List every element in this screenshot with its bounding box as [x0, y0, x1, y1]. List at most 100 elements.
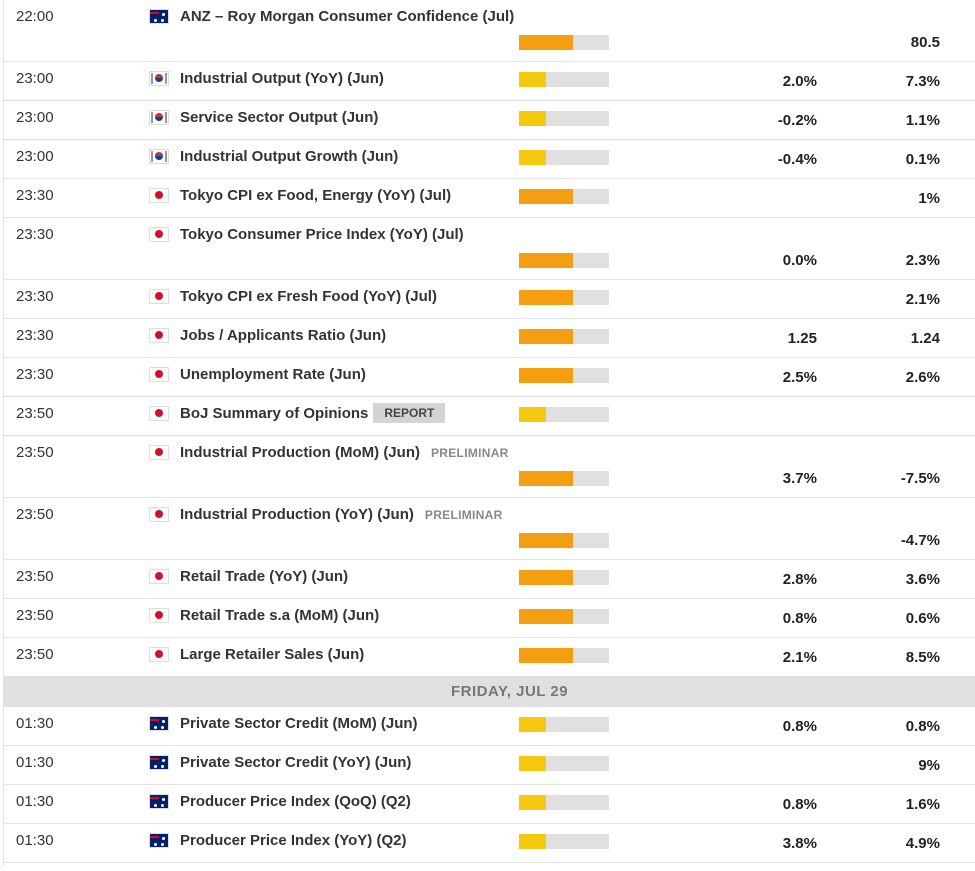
event-time: 23:50 [16, 568, 54, 585]
impact-bar [519, 533, 573, 548]
country-flag [150, 570, 168, 583]
impact-bar [519, 111, 546, 126]
impact-bar [519, 570, 573, 585]
event-row: 01:30 Producer Price Index (YoY) (Q2) 3.8%… [3, 824, 975, 863]
event-name: Jobs / Applicants Ratio (Jun) [180, 327, 387, 344]
event-time: 01:30 [16, 715, 54, 732]
country-flag [150, 795, 168, 808]
country-flag [150, 111, 168, 124]
flag-star [161, 19, 164, 22]
actual-value: 2.1% [782, 649, 817, 666]
event-name: Producer Price Index (QoQ) (Q2) [180, 793, 411, 810]
country-flag [150, 756, 168, 769]
impact-bar [519, 189, 573, 204]
event-time: 22:00 [16, 8, 54, 25]
event-row: 23:00 Industrial Output Growth (Jun) -0.4%… [3, 140, 975, 179]
event-time: 23:30 [16, 187, 54, 204]
day-header: FRIDAY, JUL 29 [3, 677, 975, 707]
flag-dot [155, 370, 163, 378]
previous-value: 3.6% [905, 571, 940, 588]
previous-value: 0.1% [905, 151, 940, 168]
event-time: 23:00 [16, 148, 54, 165]
flag-circle [155, 74, 163, 82]
event-name: Industrial Production (YoY) (Jun) [180, 506, 414, 523]
flag-bars [151, 73, 167, 84]
flag-bars [151, 151, 167, 162]
actual-value: 1.25 [787, 330, 817, 347]
flag-star [154, 765, 157, 768]
event-name: Tokyo Consumer Price Index (YoY) (Jul) [180, 226, 464, 243]
impact-bar [519, 609, 573, 624]
event-row: 01:30 Producer Price Index (QoQ) (Q2) 0.8%… [3, 785, 975, 824]
event-name: BoJ Summary of Opinions [180, 405, 369, 422]
flag-star [154, 843, 157, 846]
actual-value: 0.0% [782, 252, 817, 269]
event-row: 23:00 Service Sector Output (Jun) -0.2% 1.1… [3, 101, 975, 140]
impact-track [519, 648, 609, 663]
flag-dot [155, 510, 163, 518]
event-row: 23:30 Unemployment Rate (Jun) 2.5% 2.6% [3, 358, 975, 397]
impact-bar [519, 717, 546, 732]
flag-union-cross [150, 836, 159, 838]
previous-value: 2.6% [905, 369, 940, 386]
country-flag [150, 189, 168, 202]
event-row: 23:30 Tokyo CPI ex Food, Energy (YoY) (Ju… [3, 179, 975, 218]
impact-bar [519, 756, 546, 771]
flag-dot [155, 650, 163, 658]
previous-value: 0.8% [905, 718, 940, 735]
flag-union-cross [150, 12, 159, 14]
previous-value: 1% [918, 190, 940, 207]
country-flag [150, 368, 168, 381]
left-border [3, 0, 4, 866]
flag-star [162, 798, 165, 801]
country-flag [150, 228, 168, 241]
country-flag [150, 72, 168, 85]
flag-dot [155, 611, 163, 619]
flag-star [154, 19, 157, 22]
event-row: 23:50 Retail Trade (YoY) (Jun) 2.8% 3.6% [3, 560, 975, 599]
country-flag [150, 290, 168, 303]
impact-bar [519, 368, 573, 383]
country-flag [150, 648, 168, 661]
flag-union-cross [150, 797, 159, 799]
flag-dot [155, 448, 163, 456]
actual-value: -0.4% [777, 151, 817, 168]
impact-track [519, 756, 609, 771]
impact-track [519, 368, 609, 383]
event-time: 23:00 [16, 70, 54, 87]
event-time: 23:50 [16, 444, 54, 461]
impact-track [519, 834, 609, 849]
event-row: 23:50 Industrial Production (MoM) (Jun) PR… [3, 436, 975, 498]
impact-track [519, 407, 609, 422]
day-label: FRIDAY, JUL 29 [451, 683, 569, 700]
event-row: 23:00 Industrial Output (YoY) (Jun) 2.0% 7.… [3, 62, 975, 101]
event-name: Large Retailer Sales (Jun) [180, 646, 365, 663]
impact-track [519, 329, 609, 344]
impact-track [519, 570, 609, 585]
event-time: 23:50 [16, 646, 54, 663]
country-flag [150, 407, 168, 420]
actual-value: 2.5% [782, 369, 817, 386]
previous-value: 9% [918, 757, 940, 774]
previous-value: 1.1% [905, 112, 940, 129]
previous-value: 0.6% [905, 610, 940, 627]
impact-track [519, 795, 609, 810]
flag-star [162, 759, 165, 762]
flag-dot [155, 191, 163, 199]
event-name: ANZ – Roy Morgan Consumer Confidence (Ju… [180, 8, 515, 25]
country-flag [150, 508, 168, 521]
flag-dot [155, 292, 163, 300]
event-name: Private Sector Credit (YoY) (Jun) [180, 754, 412, 771]
event-time: 23:50 [16, 405, 54, 422]
impact-track [519, 150, 609, 165]
previous-value: 7.3% [905, 73, 940, 90]
previous-value: -7.5% [900, 470, 940, 487]
event-row: 23:30 Tokyo Consumer Price Index (YoY) (J… [3, 218, 975, 280]
flag-star [154, 804, 157, 807]
actual-value: 0.8% [782, 718, 817, 735]
event-note: PRELIMINAR [430, 446, 509, 460]
impact-track [519, 471, 609, 486]
event-time: 23:50 [16, 506, 54, 523]
previous-value: -4.7% [900, 532, 940, 549]
